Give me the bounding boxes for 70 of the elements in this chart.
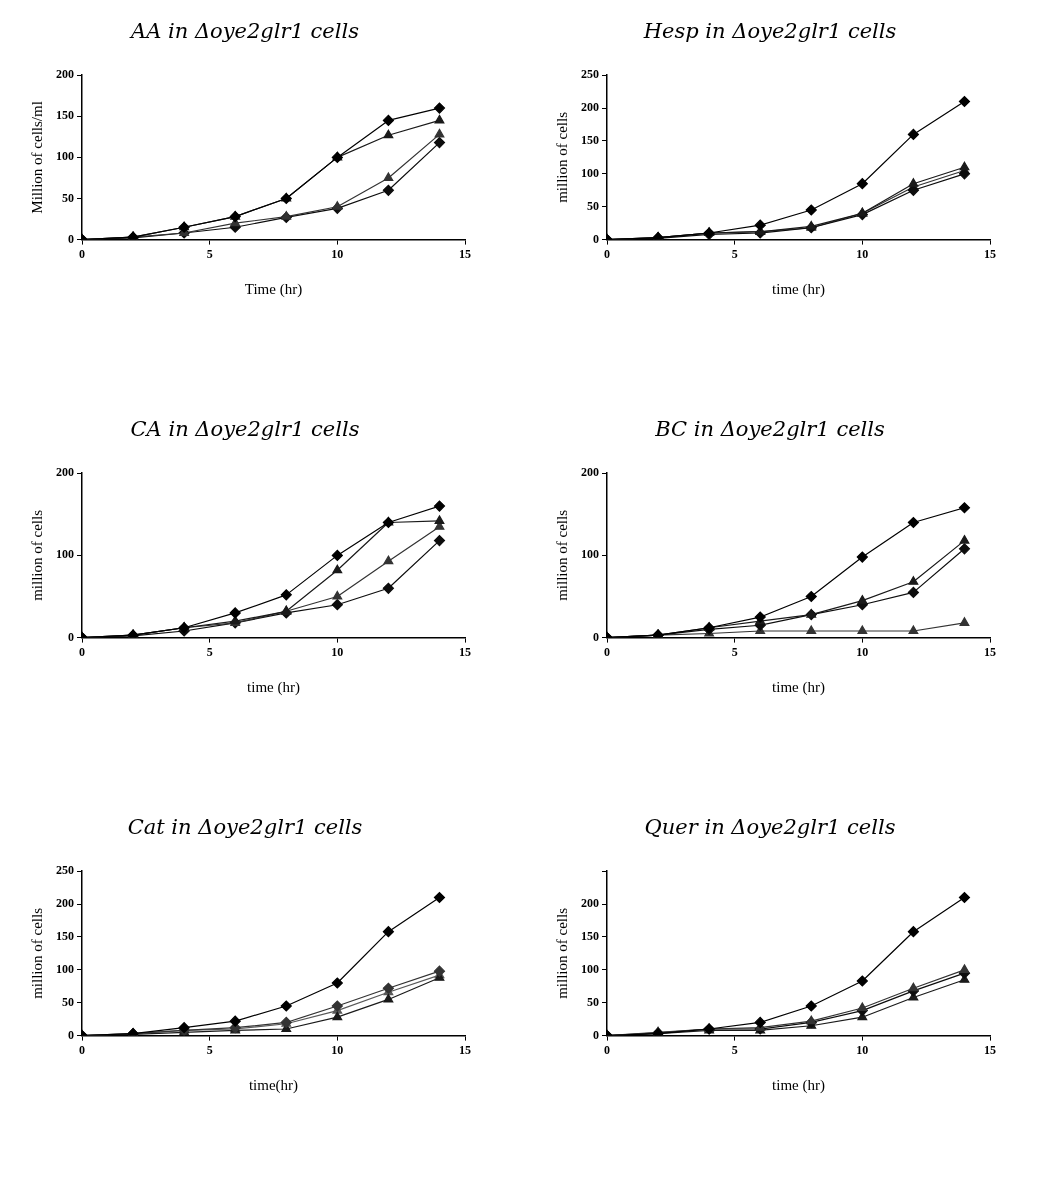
x-tick-label: 0	[604, 246, 610, 261]
y-tick-label: 0	[593, 231, 599, 246]
x-tick-label: 10	[331, 644, 344, 659]
x-tick-label: 0	[79, 246, 85, 261]
y-tick-label: 0	[593, 629, 599, 644]
x-tick-label: 5	[731, 1042, 738, 1057]
y-tick-label: 150	[56, 929, 74, 944]
y-axis-title: million of cells	[553, 509, 570, 601]
y-axis-title: million of cells	[28, 907, 45, 999]
y-tick-label: 100	[56, 547, 74, 562]
x-axis-title: time (hr)	[772, 678, 825, 696]
y-axis-title: million of cells	[553, 907, 570, 999]
y-tick-label: 100	[56, 961, 74, 976]
x-tick-label: 10	[331, 246, 344, 261]
x-tick-label: 15	[984, 644, 996, 659]
chart-title: Hesp in Δoye2glr1 cells	[642, 19, 897, 44]
x-tick-label: 5	[206, 246, 213, 261]
y-tick-label: 200	[56, 67, 74, 82]
x-axis-title: time (hr)	[247, 678, 300, 696]
y-tick-label: 0	[68, 629, 74, 644]
y-axis-title: million of cells	[553, 111, 570, 203]
y-tick-label: 50	[587, 994, 599, 1009]
y-tick-label: 50	[62, 994, 74, 1009]
y-tick-label: 100	[581, 165, 599, 180]
x-tick-label: 5	[731, 246, 738, 261]
y-tick-label: 200	[581, 465, 599, 480]
x-tick-label: 10	[331, 1042, 344, 1057]
y-tick-label: 200	[581, 896, 599, 911]
y-tick-label: 100	[581, 961, 599, 976]
x-axis-title: time (hr)	[772, 1076, 825, 1094]
y-tick-label: 0	[68, 231, 74, 246]
x-tick-label: 15	[459, 644, 471, 659]
y-tick-label: 250	[56, 863, 74, 878]
y-tick-label: 200	[581, 100, 599, 115]
x-tick-label: 0	[604, 1042, 610, 1057]
y-axis-title: Million of cells/ml	[28, 101, 45, 214]
x-tick-label: 5	[731, 644, 738, 659]
y-tick-label: 250	[581, 67, 599, 82]
x-tick-label: 10	[856, 644, 869, 659]
x-tick-label: 10	[856, 246, 869, 261]
chart-title: Quer in Δoye2glr1 cells	[644, 815, 896, 840]
x-axis-title: time(hr)	[248, 1076, 299, 1094]
x-tick-label: 10	[856, 1042, 869, 1057]
x-tick-label: 5	[206, 644, 213, 659]
chart-title: CA in Δoye2glr1 cells	[130, 417, 360, 442]
x-tick-label: 15	[459, 1042, 471, 1057]
y-tick-label: 100	[56, 149, 74, 164]
y-tick-label: 50	[587, 198, 599, 213]
x-tick-label: 15	[984, 1042, 996, 1057]
y-tick-label: 200	[56, 896, 74, 911]
x-tick-label: 0	[79, 644, 85, 659]
x-axis-title: Time (hr)	[244, 280, 303, 298]
x-tick-label: 15	[984, 246, 996, 261]
y-tick-label: 150	[581, 929, 599, 944]
x-tick-label: 0	[604, 644, 610, 659]
y-tick-label: 100	[581, 547, 599, 562]
x-tick-label: 5	[206, 1042, 213, 1057]
y-tick-label: 50	[62, 190, 74, 205]
y-tick-label: 0	[593, 1027, 599, 1042]
y-tick-label: 0	[68, 1027, 74, 1042]
chart-title: Cat in Δoye2glr1 cells	[127, 815, 363, 840]
y-axis-title: million of cells	[28, 509, 45, 601]
chart-title: BC in Δoye2glr1 cells	[654, 417, 886, 442]
chart-title: AA in Δoye2glr1 cells	[128, 19, 360, 44]
x-axis-title: time (hr)	[772, 280, 825, 298]
x-tick-label: 15	[459, 246, 471, 261]
x-tick-label: 0	[79, 1042, 85, 1057]
y-tick-label: 150	[56, 108, 74, 123]
y-tick-label: 150	[581, 133, 599, 148]
y-tick-label: 200	[56, 465, 74, 480]
